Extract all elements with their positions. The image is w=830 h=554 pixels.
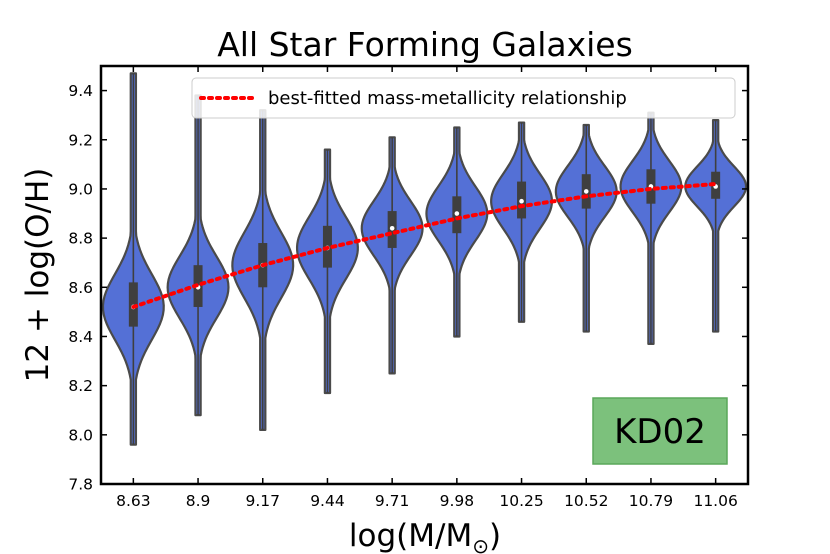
x-axis: 8.63 8.9 9.17 9.44 9.71 9.98 10.25 10.52 10.79 11… bbox=[116, 66, 738, 510]
x-axis-label-subscript: ⊙ bbox=[472, 534, 489, 554]
y-tick-label: 8.0 bbox=[68, 426, 93, 444]
x-tick-label: 9.98 bbox=[440, 492, 475, 510]
y-tick-label: 8.6 bbox=[68, 279, 93, 297]
x-tick-label: 9.71 bbox=[375, 492, 410, 510]
fit-line bbox=[131, 182, 718, 309]
violin-median-dot bbox=[389, 225, 395, 231]
legend-fit-label: best-fitted mass-metallicity relationshi… bbox=[268, 88, 627, 109]
x-tick-label: 9.44 bbox=[310, 492, 345, 510]
legend: best-fitted mass-metallicity relationshi… bbox=[191, 77, 736, 119]
violin-median-dot bbox=[454, 211, 460, 216]
y-tick-label: 8.8 bbox=[68, 230, 93, 248]
y-tick-label: 9.2 bbox=[68, 131, 93, 149]
violin-iqr-box bbox=[128, 282, 138, 327]
x-tick-label: 10.52 bbox=[564, 492, 608, 510]
legend-box bbox=[191, 77, 736, 119]
y-axis-label: 12 + log(O/H) bbox=[20, 168, 56, 383]
y-axis: 7.8 8.0 8.2 8.4 8.6 8.8 9.0 9.2 9.4 bbox=[68, 82, 748, 494]
plot-frame bbox=[99, 64, 750, 486]
x-tick-label: 10.79 bbox=[629, 492, 673, 510]
violin-median-dot bbox=[583, 189, 589, 194]
y-tick-label: 8.4 bbox=[68, 328, 93, 346]
x-tick-label: 10.25 bbox=[499, 492, 543, 510]
x-axis-label-close: ) bbox=[489, 518, 501, 554]
y-tick-label: 7.8 bbox=[68, 476, 93, 494]
method-badge-box bbox=[592, 397, 728, 465]
x-tick-label: 9.17 bbox=[245, 492, 280, 510]
x-axis-label: log(M/M⊙) bbox=[349, 518, 501, 554]
y-tick-label: 9.0 bbox=[68, 180, 93, 198]
method-badge-label: KD02 bbox=[614, 412, 706, 452]
x-tick-label: 8.63 bbox=[116, 492, 151, 510]
y-tick-label: 9.4 bbox=[68, 82, 93, 100]
y-tick-label: 8.2 bbox=[68, 377, 93, 395]
x-axis-label-main: log(M/M bbox=[349, 518, 472, 554]
x-tick-label: 8.9 bbox=[186, 492, 211, 510]
violin-median-dot bbox=[519, 198, 524, 204]
violins bbox=[101, 72, 748, 446]
chart-title: All Star Forming Galaxies bbox=[217, 25, 633, 64]
method-badge: KD02 bbox=[592, 397, 728, 465]
fit-line-group bbox=[131, 182, 718, 309]
x-tick-label: 11.06 bbox=[693, 492, 737, 510]
